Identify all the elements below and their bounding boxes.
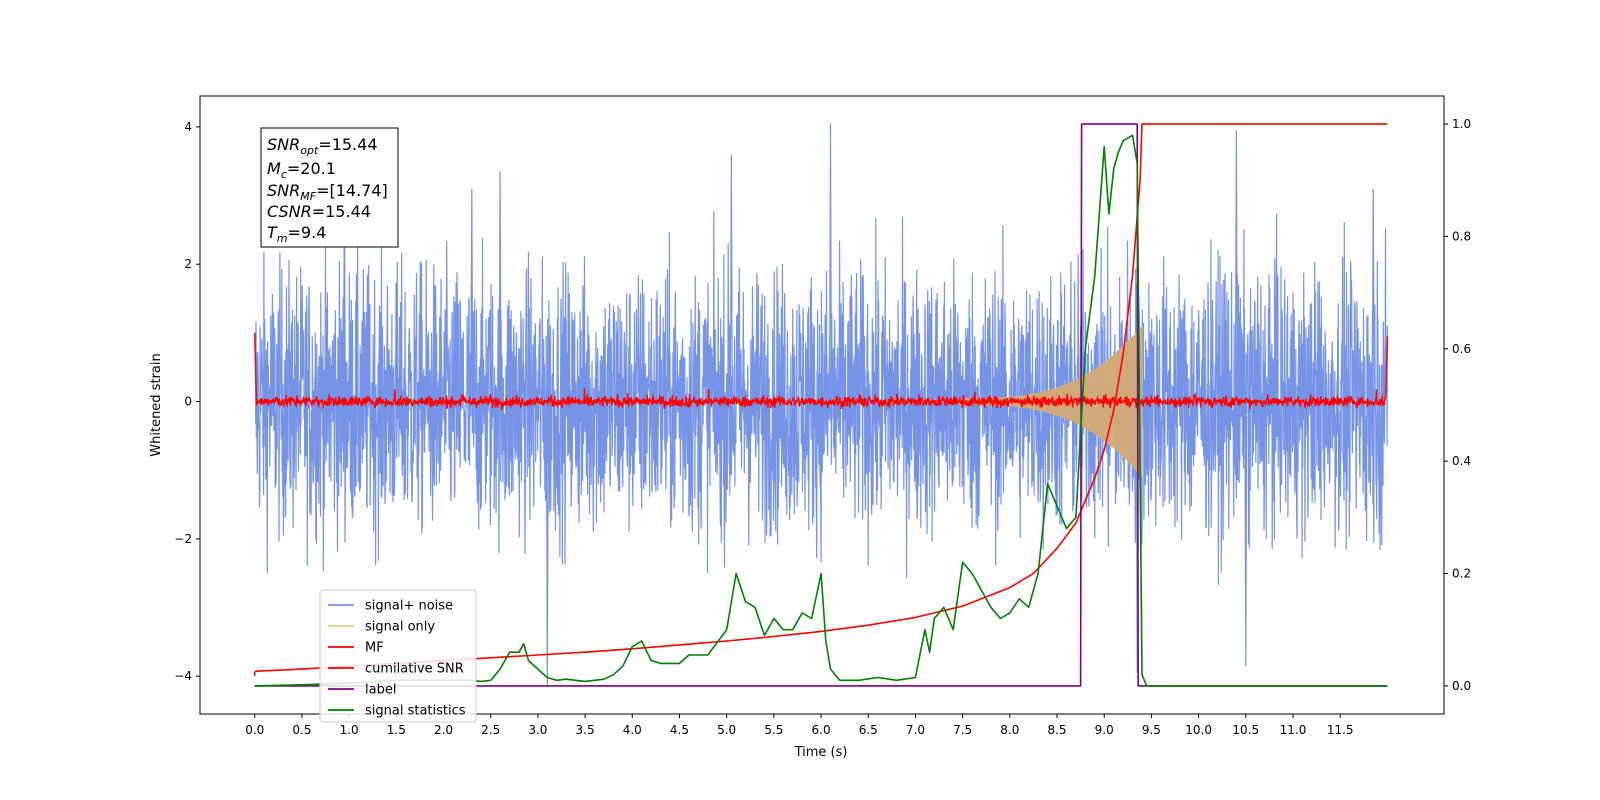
- x-tick-label: 7.5: [953, 723, 972, 737]
- y2-tick-label: 0.6: [1452, 342, 1471, 356]
- y2-tick-label: 0.8: [1452, 229, 1471, 243]
- x-tick-label: 6.5: [859, 723, 878, 737]
- annotation-line-csnr: CSNR=15.44: [267, 202, 371, 221]
- x-tick-label: 11.0: [1280, 723, 1307, 737]
- x-tick-label: 0.5: [292, 723, 311, 737]
- y-axis-right: 0.0 0.2 0.4 0.6 0.8 1.0: [1444, 117, 1471, 693]
- legend-label: signal statistics: [365, 704, 466, 719]
- x-tick-label: 0.0: [245, 723, 264, 737]
- x-tick-label: 4.5: [670, 723, 689, 737]
- legend-label: signal+ noise: [365, 599, 453, 614]
- y2-tick-label: 0.0: [1452, 679, 1471, 693]
- legend: signal+ noise signal only MF cumilative SNR…: [319, 589, 477, 723]
- x-tick-label: 7.0: [906, 723, 925, 737]
- x-tick-label: 1.5: [387, 723, 406, 737]
- y-tick-label: 0: [184, 395, 192, 409]
- x-tick-label: 5.5: [764, 723, 783, 737]
- y-tick-label: 4: [184, 120, 192, 134]
- x-tick-label: 6.0: [812, 723, 831, 737]
- x-tick-label: 9.5: [1142, 723, 1161, 737]
- x-tick-label: 1.0: [340, 723, 359, 737]
- y2-tick-label: 0.2: [1452, 567, 1471, 581]
- legend-label: signal only: [365, 620, 435, 635]
- x-tick-label: 3.5: [576, 723, 595, 737]
- x-axis-label: Time (s): [794, 745, 848, 760]
- x-tick-label: 4.0: [623, 723, 642, 737]
- annotation-box: SNRopt=15.44 Mc=20.1 SNRMF=[14.74] CSNR=…: [260, 127, 399, 248]
- x-tick-label: 2.0: [434, 723, 453, 737]
- axes-frame: [199, 95, 1445, 715]
- x-tick-label: 9.0: [1095, 723, 1114, 737]
- x-tick-label: 10.0: [1185, 723, 1212, 737]
- legend-frame: [319, 589, 477, 723]
- y-tick-label: −4: [174, 669, 192, 683]
- y-tick-label: −2: [174, 532, 192, 546]
- annotation-box-frame: [260, 127, 399, 248]
- y2-tick-label: 0.4: [1452, 454, 1471, 468]
- annotation-line-mc: Mc=20.1: [267, 159, 336, 181]
- series-mf: [254, 332, 1389, 410]
- plot-area: [253, 123, 1389, 687]
- annotation-line-snr-opt: SNRopt=15.44: [267, 135, 378, 157]
- legend-label: MF: [365, 641, 384, 656]
- y2-tick-label: 1.0: [1452, 117, 1471, 131]
- series-signal-statistics: [254, 134, 1388, 687]
- legend-label: label: [365, 683, 396, 698]
- x-axis: 0.0 0.5 1.0 1.5 2.0 2.5 3.0 3.5 4.0 4.5 5.0 5.5 6.0 6…: [245, 714, 1354, 737]
- x-tick-label: 10.5: [1232, 723, 1259, 737]
- legend-label: cumilative SNR: [365, 662, 464, 677]
- y-axis-label: Whitened strain: [149, 353, 164, 456]
- x-tick-label: 8.0: [1000, 723, 1019, 737]
- x-tick-label: 5.0: [717, 723, 736, 737]
- y-tick-label: 2: [184, 257, 192, 271]
- x-tick-label: 8.5: [1047, 723, 1066, 737]
- x-tick-label: 3.0: [528, 723, 547, 737]
- y-axis-left: −4 −2 0 2 4: [174, 120, 200, 683]
- annotation-line-tm: Tm=9.4: [267, 223, 326, 245]
- annotation-line-snr-mf: SNRMF=[14.74]: [267, 181, 388, 203]
- x-tick-label: 11.5: [1327, 723, 1354, 737]
- x-tick-label: 2.5: [481, 723, 500, 737]
